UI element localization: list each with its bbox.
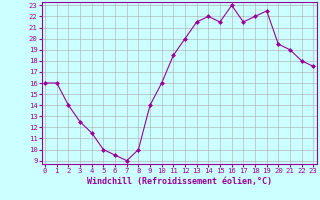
X-axis label: Windchill (Refroidissement éolien,°C): Windchill (Refroidissement éolien,°C) — [87, 177, 272, 186]
